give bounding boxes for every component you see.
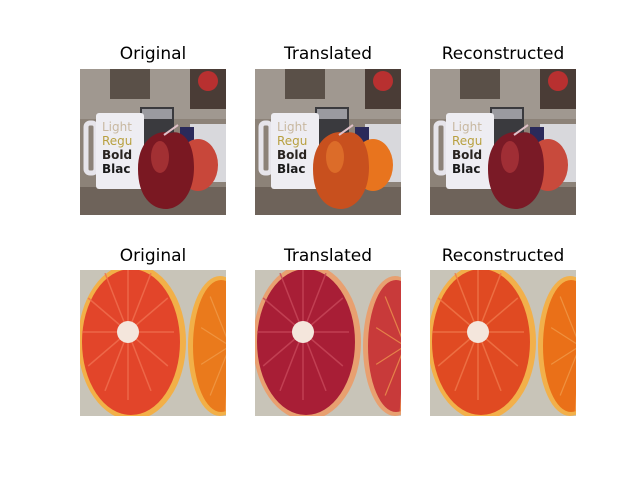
main-fruit <box>313 132 369 209</box>
right-flesh <box>543 280 576 412</box>
photo-svg <box>430 270 576 416</box>
right-segment-line <box>375 327 401 345</box>
mug-text-2: Bold <box>277 148 307 162</box>
press-lid <box>142 109 172 119</box>
panel-title-r2c2: Translated <box>284 246 372 266</box>
mug-text-1: Regu <box>452 134 482 148</box>
image-reconstructed-apple: Light Regu Bold Blac <box>430 69 576 215</box>
fruit-highlight <box>501 141 519 173</box>
right-segment-line <box>559 296 576 338</box>
right-segment-line <box>559 354 576 396</box>
mug-text-2: Bold <box>102 148 132 162</box>
red-object <box>198 71 218 91</box>
image-reconstructed-grapefruit <box>430 270 576 416</box>
image-translated-apple: Light Regu Bold Blac <box>255 69 401 215</box>
panel-title-r2c3: Reconstructed <box>441 246 565 266</box>
panel-title-r1c1: Original <box>119 44 187 64</box>
image-translated-grapefruit <box>255 270 401 416</box>
fruit-highlight <box>151 141 169 173</box>
right-segment-line <box>209 354 226 396</box>
mug-text-0: Light <box>452 120 482 134</box>
shelf-clutter <box>110 69 150 99</box>
shelf-clutter <box>285 69 325 99</box>
fruit-glint <box>338 124 354 136</box>
fruit-core <box>292 321 314 343</box>
mug-text-2: Bold <box>452 148 482 162</box>
right-segment-line <box>550 327 576 345</box>
panel-title-r1c2: Translated <box>284 44 372 64</box>
right-flesh <box>368 280 401 412</box>
photo-svg <box>255 270 401 416</box>
fruit-highlight <box>326 141 344 173</box>
red-object <box>548 71 568 91</box>
image-original-apple: Light Regu Bold Blac <box>80 69 226 215</box>
panel-title-r2c1: Original <box>119 246 187 266</box>
mug-text-3: Blac <box>452 162 480 176</box>
right-segment-line <box>375 347 401 365</box>
right-flesh <box>193 280 226 412</box>
main-fruit <box>488 132 544 209</box>
image-original-grapefruit <box>80 270 226 416</box>
fruit-glint <box>513 124 529 136</box>
right-segment-line <box>384 296 401 338</box>
right-segment-line <box>200 327 226 345</box>
photo-svg <box>80 270 226 416</box>
mug-text-3: Blac <box>277 162 305 176</box>
mug-text-0: Light <box>102 120 132 134</box>
panel-title-r1c3: Reconstructed <box>441 44 565 64</box>
fruit-core <box>117 321 139 343</box>
mug-text-0: Light <box>277 120 307 134</box>
white-mug <box>96 113 144 189</box>
mug-text-3: Blac <box>102 162 130 176</box>
mug-text-1: Regu <box>277 134 307 148</box>
main-fruit <box>138 132 194 209</box>
press-lid <box>492 109 522 119</box>
right-segment-line <box>200 347 226 365</box>
press-lid <box>317 109 347 119</box>
white-mug <box>271 113 319 189</box>
right-segment-line <box>384 354 401 396</box>
red-object <box>373 71 393 91</box>
fruit-glint <box>163 124 179 136</box>
right-segment-line <box>550 347 576 365</box>
mug-text-1: Regu <box>102 134 132 148</box>
white-mug <box>446 113 494 189</box>
shelf-clutter <box>460 69 500 99</box>
right-segment-line <box>209 296 226 338</box>
fruit-core <box>467 321 489 343</box>
